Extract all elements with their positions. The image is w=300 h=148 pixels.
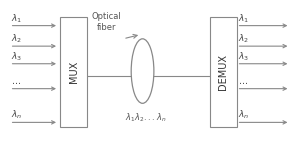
Bar [210,17,237,127]
Text: $\lambda_1$: $\lambda_1$ [238,12,249,25]
Text: $\lambda_1\lambda_2...\lambda_n$: $\lambda_1\lambda_2...\lambda_n$ [125,112,166,124]
Text: $\lambda_1$: $\lambda_1$ [11,12,22,25]
Text: $\lambda_3$: $\lambda_3$ [11,50,22,63]
Text: Optical
fiber: Optical fiber [92,12,122,32]
Text: $\cdots$: $\cdots$ [238,77,248,86]
Text: $\cdots$: $\cdots$ [11,77,21,86]
Text: $\lambda_3$: $\lambda_3$ [238,50,249,63]
Ellipse shape [131,39,154,103]
Text: DEMUX: DEMUX [218,54,228,90]
Text: MUX: MUX [69,61,79,83]
Text: $\lambda_2$: $\lambda_2$ [238,33,249,45]
Text: $\lambda_n$: $\lambda_n$ [238,109,249,121]
Text: $\lambda_2$: $\lambda_2$ [11,33,22,45]
Text: $\lambda_n$: $\lambda_n$ [11,109,22,121]
Bar [60,17,87,127]
